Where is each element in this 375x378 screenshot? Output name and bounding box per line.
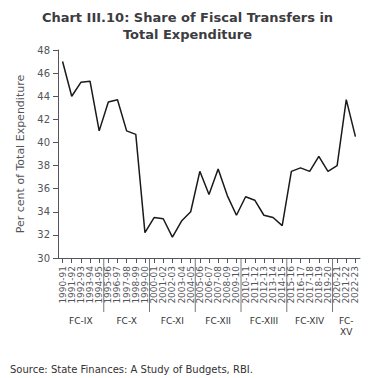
svg-text:2009-10: 2009-10 <box>231 266 242 304</box>
svg-text:2004-05: 2004-05 <box>185 266 196 304</box>
svg-text:XV: XV <box>340 327 353 337</box>
svg-text:2012-13: 2012-13 <box>258 266 269 304</box>
svg-text:2000-01: 2000-01 <box>149 266 160 304</box>
svg-text:40: 40 <box>37 137 50 148</box>
svg-text:FC-X: FC-X <box>116 316 136 326</box>
svg-text:FC-XII: FC-XII <box>205 316 231 326</box>
svg-text:FC-XI: FC-XI <box>161 316 184 326</box>
svg-text:1999-00: 1999-00 <box>139 266 150 304</box>
svg-text:36: 36 <box>37 183 50 194</box>
svg-text:2017-18: 2017-18 <box>304 266 315 304</box>
svg-text:2010-11: 2010-11 <box>240 266 251 304</box>
svg-text:2014-15: 2014-15 <box>277 266 288 304</box>
svg-text:32: 32 <box>37 229 50 240</box>
svg-text:FC-XIV: FC-XIV <box>295 316 325 326</box>
svg-text:1991-92: 1991-92 <box>66 266 77 304</box>
svg-text:2011-12: 2011-12 <box>249 266 260 304</box>
svg-text:2020-21: 2020-21 <box>332 266 343 304</box>
svg-text:1996-97: 1996-97 <box>112 266 123 304</box>
svg-text:46: 46 <box>37 68 50 79</box>
svg-text:1994-95: 1994-95 <box>94 266 105 304</box>
svg-text:2007-08: 2007-08 <box>213 266 224 304</box>
svg-text:1997-98: 1997-98 <box>121 266 132 304</box>
svg-text:42: 42 <box>37 114 50 125</box>
svg-text:Source: State Finances: A Stud: Source: State Finances: A Study of Budge… <box>10 364 253 375</box>
svg-text:2019-20: 2019-20 <box>323 266 333 304</box>
svg-text:Chart III.10: Share of Fiscal: Chart III.10: Share of Fiscal Transfers … <box>42 10 333 25</box>
svg-text:2015-16: 2015-16 <box>286 266 297 304</box>
svg-text:1992-93: 1992-93 <box>75 266 86 304</box>
svg-text:30: 30 <box>37 253 50 264</box>
svg-text:FC-: FC- <box>339 316 354 326</box>
svg-text:48: 48 <box>37 45 50 56</box>
svg-text:2013-14: 2013-14 <box>268 266 279 304</box>
svg-text:2021-22: 2021-22 <box>341 266 352 304</box>
svg-text:34: 34 <box>37 206 50 217</box>
svg-text:38: 38 <box>37 160 50 171</box>
svg-text:1998-99: 1998-99 <box>130 266 141 304</box>
svg-text:1993-94: 1993-94 <box>85 266 95 304</box>
svg-text:1990-91: 1990-91 <box>57 266 68 304</box>
svg-text:2001-02: 2001-02 <box>158 266 169 304</box>
svg-text:2003-04: 2003-04 <box>176 266 187 304</box>
svg-text:2005-06: 2005-06 <box>194 266 205 304</box>
svg-text:44: 44 <box>37 91 50 102</box>
svg-text:2016-17: 2016-17 <box>295 266 306 304</box>
svg-text:FC-XIII: FC-XIII <box>250 316 278 326</box>
svg-text:2008-09: 2008-09 <box>222 266 233 304</box>
svg-text:2018-19: 2018-19 <box>313 266 324 304</box>
svg-text:Per cent of Total Expenditure: Per cent of Total Expenditure <box>14 75 27 234</box>
svg-text:2006-07: 2006-07 <box>204 266 214 304</box>
svg-text:2002-03: 2002-03 <box>167 266 178 304</box>
svg-text:2022-23: 2022-23 <box>350 266 360 304</box>
svg-text:Total Expenditure: Total Expenditure <box>123 27 252 42</box>
svg-text:1995-96: 1995-96 <box>103 266 114 304</box>
svg-text:FC-IX: FC-IX <box>69 316 93 326</box>
